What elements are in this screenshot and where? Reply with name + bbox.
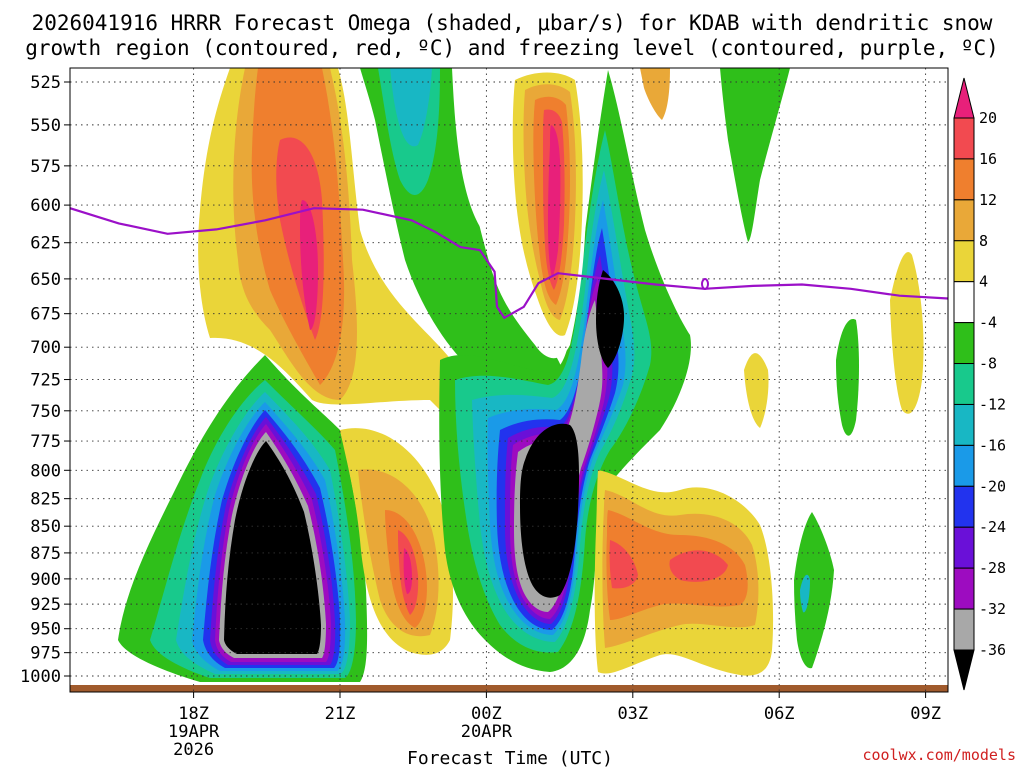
colorbar: 20 16 12 8 4 -4 -8 -12 -16 -20 -24 -28 -32 -36	[953, 77, 1006, 691]
colorbar-label: -8	[979, 355, 997, 373]
y-tick-label: 525	[30, 73, 61, 93]
gridlines	[70, 68, 948, 692]
descent-region-upper-middle	[462, 68, 586, 359]
y-tick-label: 975	[30, 644, 61, 664]
colorbar-label: -4	[979, 314, 997, 332]
y-tick-label: 700	[30, 338, 61, 358]
colorbar-bin	[953, 363, 975, 405]
colorbar-label: -20	[979, 477, 1006, 495]
y-tick-label: 650	[30, 270, 61, 290]
surface-band	[70, 685, 948, 692]
colorbar-label: 16	[979, 150, 997, 168]
colorbar-bin	[953, 322, 975, 365]
y-axis: 525 550 575 600 625 650 675 700 725 750 775 800 825 8…	[20, 73, 70, 687]
y-tick-label: 775	[30, 432, 61, 452]
y-tick-label: 575	[30, 157, 61, 177]
x-tick-label: 06Z	[764, 704, 795, 724]
colorbar-label: -28	[979, 559, 1006, 577]
colorbar-bin	[953, 403, 975, 446]
freezing-level-marker	[701, 278, 709, 290]
ascent-region-lower-left	[118, 355, 368, 682]
colorbar-bin	[953, 199, 975, 242]
colorbar-bin	[953, 240, 975, 283]
y-tick-label: 1000	[20, 667, 61, 687]
small-features-right	[640, 68, 924, 669]
colorbar-bin-bottom	[953, 649, 975, 691]
x-tick-label: 21Z	[325, 704, 356, 724]
colorbar-bin	[953, 117, 975, 160]
y-tick-label: 850	[30, 517, 61, 537]
colorbar-bin	[953, 485, 975, 528]
x-tick-label: 09Z	[910, 704, 941, 724]
x-tick-year: 2026	[173, 740, 214, 760]
y-tick-label: 925	[30, 595, 61, 615]
y-tick-label: 625	[30, 234, 61, 254]
descent-region-middle	[340, 428, 453, 655]
y-tick-label: 725	[30, 371, 61, 391]
y-tick-label: 825	[30, 490, 61, 510]
y-tick-label: 950	[30, 620, 61, 640]
colorbar-label: -24	[979, 518, 1006, 536]
chart-title-line1: 2026041916 HRRR Forecast Omega (shaded, …	[32, 11, 993, 35]
colorbar-bin	[953, 567, 975, 610]
colorbar-bin	[953, 608, 975, 651]
colorbar-label: 12	[979, 191, 997, 209]
y-tick-label: 875	[30, 544, 61, 564]
x-tick-label: 03Z	[617, 704, 648, 724]
chart-title-line2: growth region (contoured, red, ºC) and f…	[25, 36, 999, 60]
colorbar-bin	[953, 444, 975, 487]
colorbar-label: 20	[979, 109, 997, 127]
y-tick-label: 600	[30, 196, 61, 216]
y-tick-label: 675	[30, 305, 61, 325]
ascent-region-central	[439, 70, 691, 672]
credit-text: coolwx.com/models	[862, 746, 1016, 764]
colorbar-label: 8	[979, 232, 988, 250]
colorbar-bin-top	[953, 77, 975, 119]
y-tick-label: 800	[30, 461, 61, 481]
descent-region-upper-left	[198, 68, 470, 440]
plot-area	[70, 68, 948, 692]
x-tick-label: 18Z	[178, 704, 209, 724]
y-tick-label: 550	[30, 116, 61, 136]
colorbar-label: 4	[979, 273, 988, 291]
x-tick-label: 00Z	[471, 704, 502, 724]
colorbar-bin	[953, 158, 975, 201]
x-tick-date: 20APR	[461, 722, 513, 742]
freezing-level-line	[70, 207, 948, 320]
y-tick-label: 750	[30, 402, 61, 422]
colorbar-label: -36	[979, 641, 1006, 659]
x-tick-date: 19APR	[168, 722, 220, 742]
colorbar-label: -32	[979, 600, 1006, 618]
colorbar-bin	[953, 281, 975, 324]
x-axis-label: Forecast Time (UTC)	[407, 748, 613, 768]
colorbar-bin	[953, 526, 975, 569]
colorbar-label: -12	[979, 395, 1006, 413]
descent-region-lower-right	[594, 470, 774, 676]
y-tick-label: 900	[30, 570, 61, 590]
colorbar-label: -16	[979, 436, 1006, 454]
